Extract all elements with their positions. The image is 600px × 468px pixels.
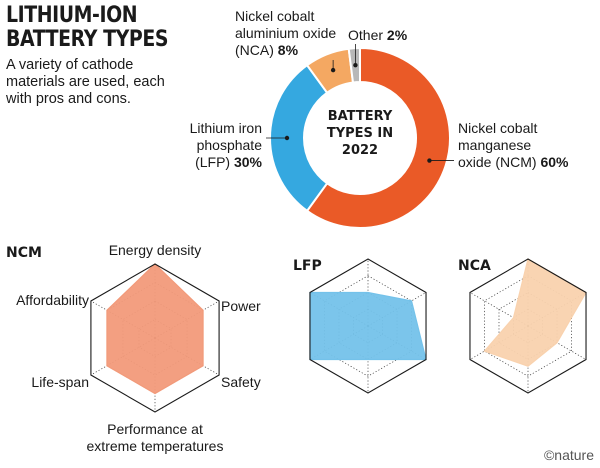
radar-spoke-life-span xyxy=(90,337,156,376)
radar-spoke-safety xyxy=(154,337,220,376)
radar-chart-nca: NCA xyxy=(458,258,587,394)
pie-slice-lithium-iron-phosphate-lfp xyxy=(269,63,329,213)
pie-label-lithium-iron-phosphate-lfp: Lithium iron phosphate (LFP) 30% xyxy=(190,120,263,170)
radar-axis-label-power: Power xyxy=(221,298,261,314)
pie-leader-dot-nickel-cobalt-aluminium-oxide-nca xyxy=(330,67,336,73)
pie-slice-nickel-cobalt-manganese-oxide-ncm xyxy=(305,46,451,229)
radar-chart-ncm: NCM Energy density Power Safety Performance … xyxy=(6,242,261,454)
pie-center-label: BATTERY TYPES IN 2022 xyxy=(327,109,393,158)
radar-area-ncm xyxy=(106,263,204,395)
page-title: LITHIUM-ION BATTERY TYPES xyxy=(6,3,169,52)
radar-grid-ring-3 xyxy=(484,275,572,377)
radar-spoke-power xyxy=(154,300,220,339)
radar-chart-lfp: LFP xyxy=(293,258,427,394)
radar-axis-label-energy-density: Energy density xyxy=(109,242,202,258)
radar-grid-ring-3 xyxy=(324,275,412,377)
radar-outline xyxy=(309,258,427,394)
radar-title-lfp: LFP xyxy=(293,258,322,274)
pie-label-other: Other 2% xyxy=(348,27,408,43)
radar-grid-ring-2 xyxy=(498,292,558,360)
radar-outline xyxy=(469,258,587,394)
radar-title-ncm: NCM xyxy=(6,245,42,261)
radar-outline xyxy=(90,263,220,413)
pie-label-nickel-cobalt-manganese-oxide-ncm: Nickel cobalt manganese oxide (NCM) 60% xyxy=(458,120,569,170)
pie-label-nickel-cobalt-aluminium-oxide-nca: Nickel cobalt aluminium oxide (NCA) 8% xyxy=(235,8,336,58)
radar-area-lfp xyxy=(309,291,427,361)
radar-axis-label-life-span: Life-span xyxy=(31,374,89,390)
radar-spoke-affordability xyxy=(90,300,156,339)
nature-credit: ©nature xyxy=(544,447,594,463)
radar-axis-label-safety: Safety xyxy=(221,374,261,390)
page-subtitle: A variety of cathode materials are used,… xyxy=(6,57,165,107)
radar-axis-label-performance-at-extreme-temperatures: Performance at extreme temperatures xyxy=(87,421,224,454)
radar-axis-label-affordability: Affordability xyxy=(16,292,89,308)
radar-title-nca: NCA xyxy=(458,258,491,274)
